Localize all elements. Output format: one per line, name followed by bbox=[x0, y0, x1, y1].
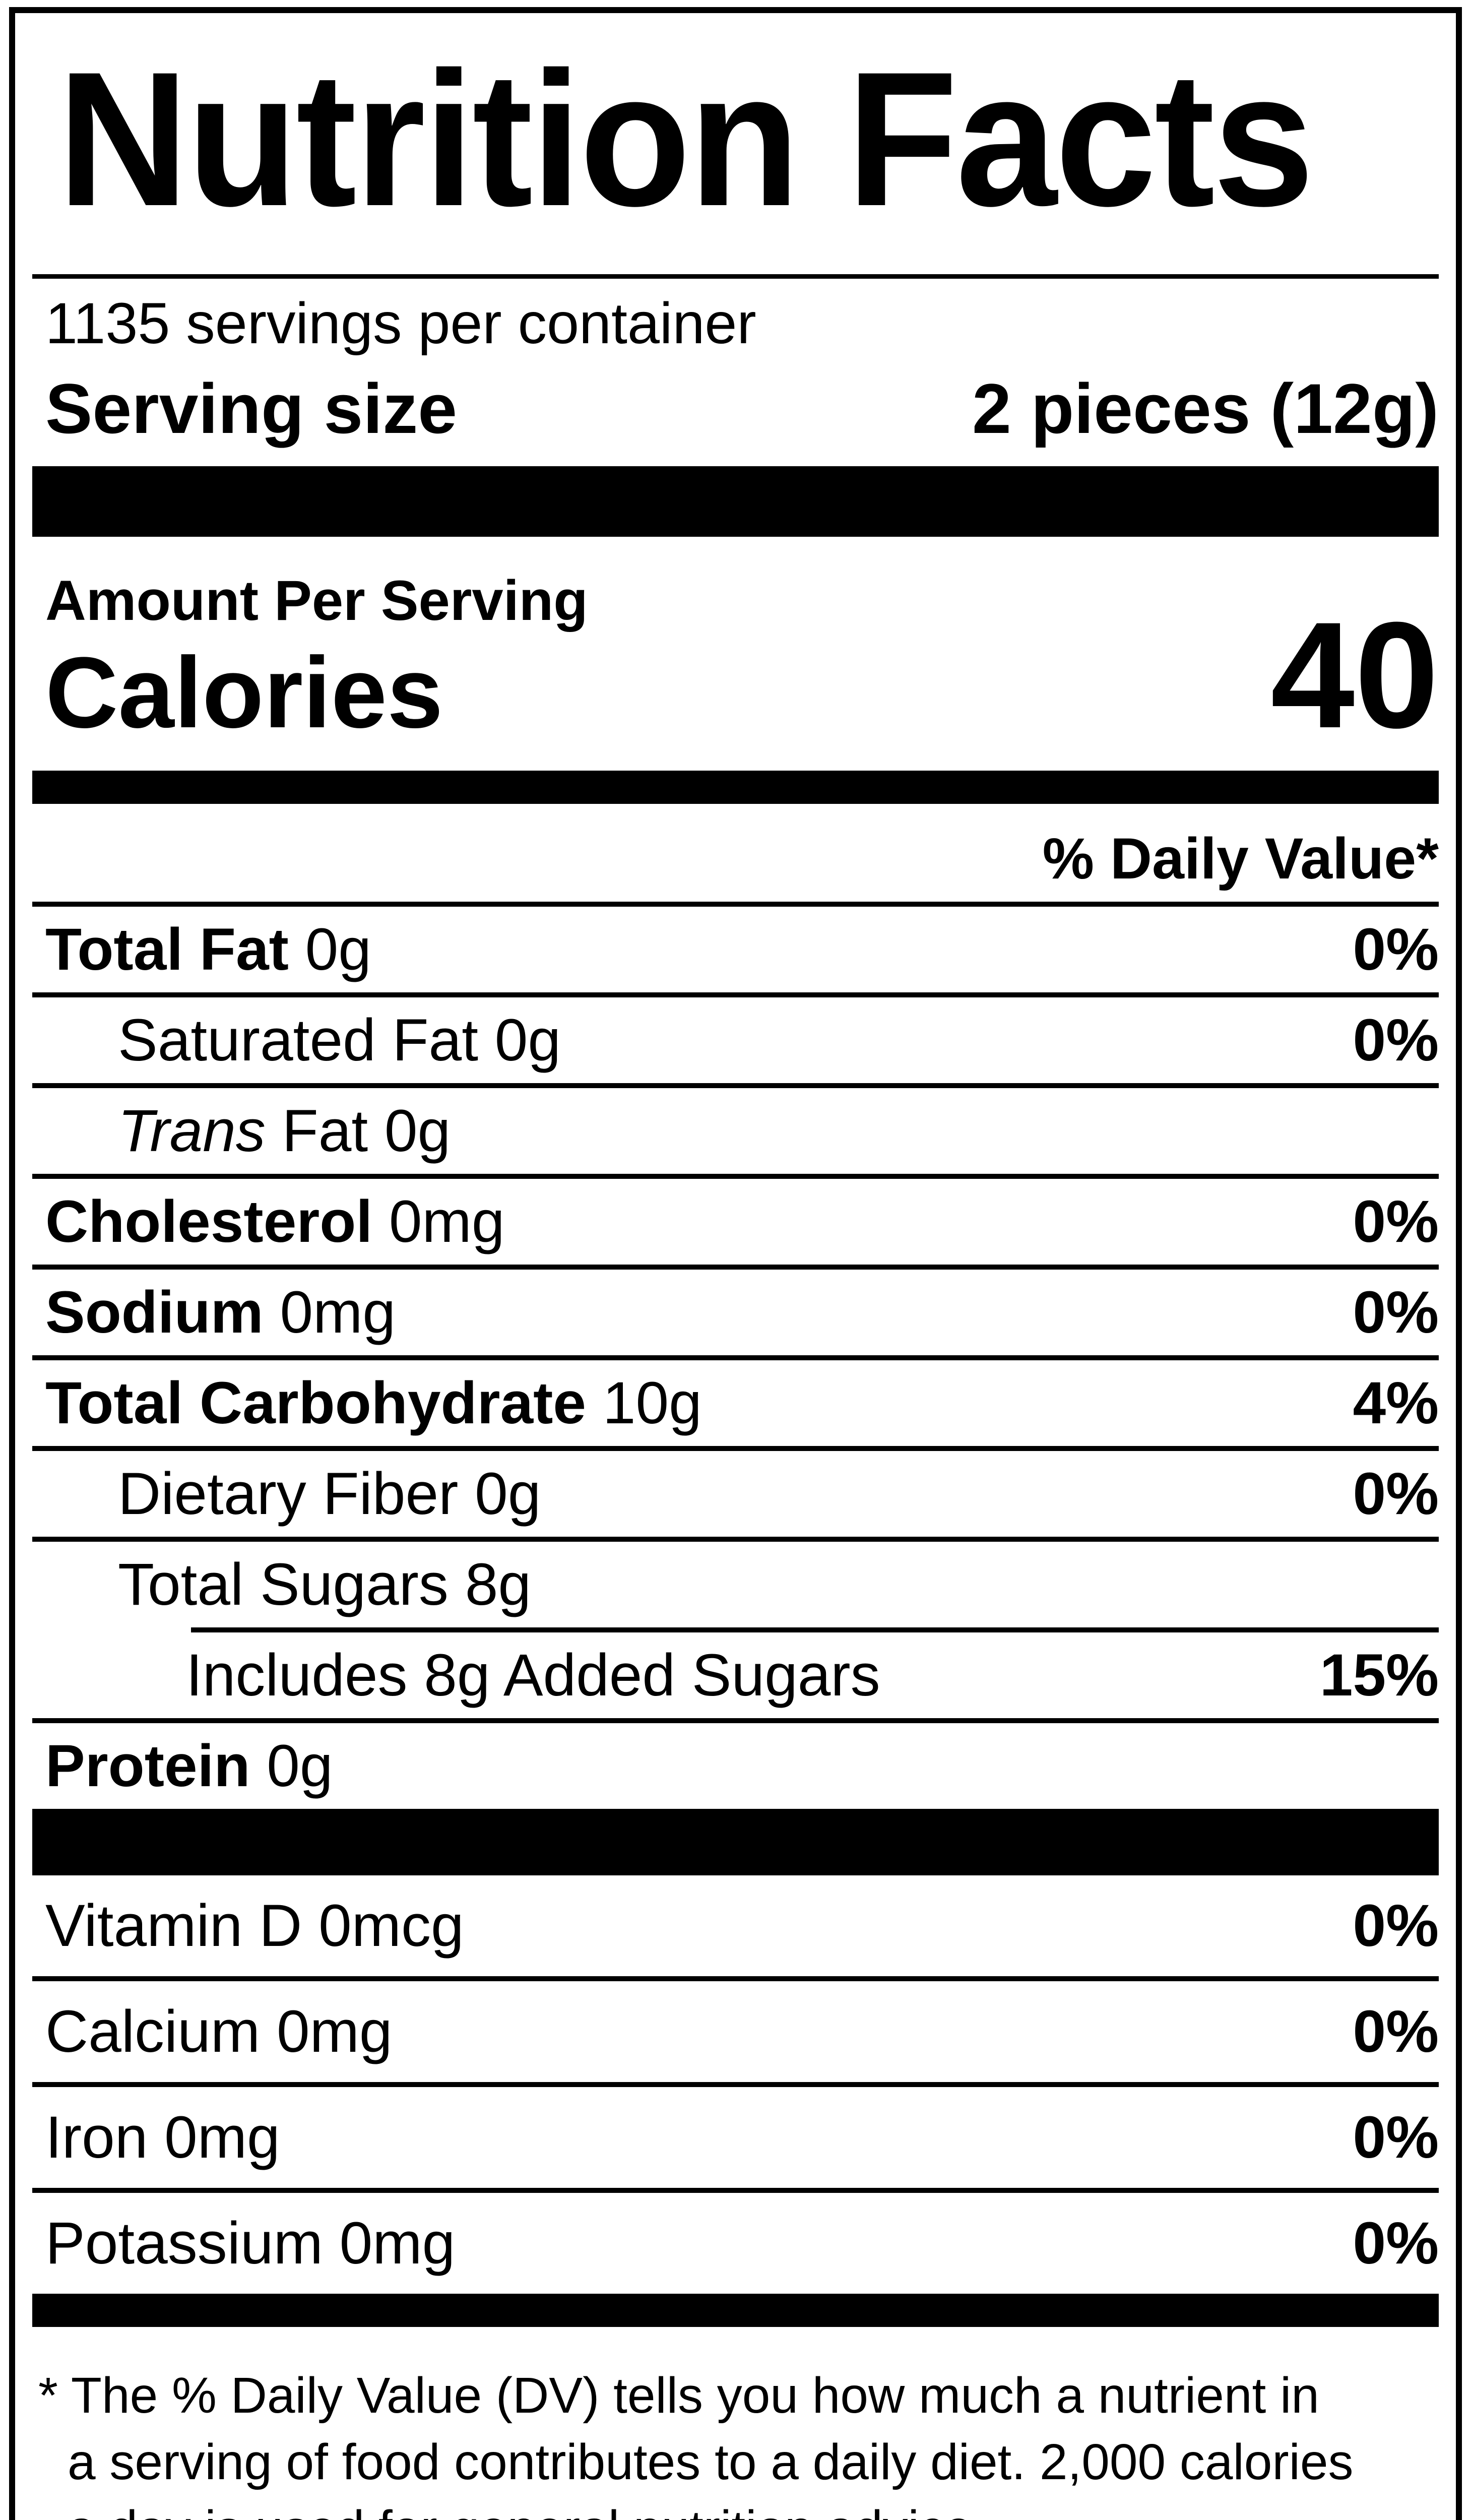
title-divider bbox=[32, 274, 1439, 279]
nutrient-dv: 0% bbox=[1353, 1460, 1439, 1527]
nutrient-dv: 0% bbox=[1353, 1006, 1439, 1074]
nutrient-row-cholesterol: Cholesterol 0mg 0% bbox=[32, 1174, 1439, 1265]
thick-bar-top bbox=[32, 466, 1439, 537]
servings-per-container: 1135 servings per container bbox=[45, 291, 756, 356]
nutrient-name: Trans Fat 0g bbox=[118, 1097, 451, 1164]
serving-size-label: Serving size bbox=[45, 369, 458, 448]
nutrient-rows: Total Fat 0g 0% Saturated Fat 0g 0% Tran… bbox=[32, 902, 1439, 1809]
nutrient-name: Total Fat 0g bbox=[45, 916, 371, 983]
daily-value-footnote: * The % Daily Value (DV) tells you how m… bbox=[32, 2362, 1439, 2520]
footnote-line: a day is used for general nutrition advi… bbox=[68, 2495, 1439, 2520]
vitamin-dv: 0% bbox=[1353, 2210, 1439, 2277]
nutrient-dv: 0% bbox=[1353, 1188, 1439, 1255]
nutrient-name: Includes 8g Added Sugars bbox=[186, 1642, 880, 1709]
footnote-line: * The % Daily Value (DV) tells you how m… bbox=[38, 2367, 1319, 2424]
vitamin-row-iron: Iron 0mg 0% bbox=[32, 2082, 1439, 2188]
vitamin-dv: 0% bbox=[1353, 1892, 1439, 1959]
nutrient-row-dietary-fiber: Dietary Fiber 0g 0% bbox=[32, 1446, 1439, 1537]
vitamin-name: Calcium 0mg bbox=[45, 1998, 393, 2065]
vitamin-name: Vitamin D 0mcg bbox=[45, 1892, 464, 1959]
nutrient-row-protein: Protein 0g bbox=[32, 1718, 1439, 1809]
vitamin-row-potassium: Potassium 0mg 0% bbox=[32, 2188, 1439, 2294]
nutrient-name: Sodium 0mg bbox=[45, 1279, 396, 1346]
nutrient-name: Total Sugars 8g bbox=[118, 1551, 531, 1618]
serving-size-row: Serving size 2 pieces (12g) bbox=[32, 366, 1439, 451]
serving-size-value: 2 pieces (12g) bbox=[972, 369, 1439, 448]
medium-bar-before-footnote bbox=[32, 2294, 1439, 2327]
footnote-line: a serving of food contributes to a daily… bbox=[68, 2434, 1354, 2491]
vitamin-dv: 0% bbox=[1353, 1998, 1439, 2065]
vitamin-name: Iron 0mg bbox=[45, 2104, 280, 2171]
nutrient-name: Total Carbohydrate 10g bbox=[45, 1369, 702, 1436]
calories-label: Calories bbox=[45, 637, 443, 749]
calories-row: Calories 40 bbox=[32, 599, 1439, 750]
vitamin-name: Potassium 0mg bbox=[45, 2210, 456, 2277]
nutrient-dv: 0% bbox=[1353, 1279, 1439, 1346]
indented-divider bbox=[191, 1627, 1439, 1633]
nutrient-dv: 0% bbox=[1353, 916, 1439, 983]
nutrient-row-sodium: Sodium 0mg 0% bbox=[32, 1265, 1439, 1355]
nutrient-name: Saturated Fat 0g bbox=[118, 1006, 561, 1074]
label-title: Nutrition Facts bbox=[57, 43, 1439, 235]
nutrition-facts-label: Nutrition Facts 1135 servings per contai… bbox=[9, 7, 1462, 2520]
amount-per-serving: Amount Per Serving bbox=[45, 569, 588, 632]
vitamin-rows: Vitamin D 0mcg 0% Calcium 0mg 0% Iron 0m… bbox=[32, 1875, 1439, 2294]
nutrient-name: Protein 0g bbox=[45, 1732, 333, 1799]
nutrient-row-total-carbohydrate: Total Carbohydrate 10g 4% bbox=[32, 1355, 1439, 1446]
nutrient-row-total-sugars: Total Sugars 8g bbox=[32, 1537, 1439, 1627]
nutrient-row-total-fat: Total Fat 0g 0% bbox=[32, 902, 1439, 992]
thick-bar-before-vitamins bbox=[32, 1809, 1439, 1876]
nutrient-name: Dietary Fiber 0g bbox=[118, 1460, 541, 1527]
vitamin-row-vitamin-d: Vitamin D 0mcg 0% bbox=[32, 1875, 1439, 1976]
calories-value: 40 bbox=[1270, 590, 1439, 760]
nutrient-dv: 4% bbox=[1353, 1369, 1439, 1436]
medium-bar-after-calories bbox=[32, 771, 1439, 804]
vitamin-row-calcium: Calcium 0mg 0% bbox=[32, 1976, 1439, 2082]
nutrient-name: Cholesterol 0mg bbox=[45, 1188, 505, 1255]
vitamin-dv: 0% bbox=[1353, 2104, 1439, 2171]
label-title-text: Nutrition Facts bbox=[57, 32, 1314, 246]
nutrient-row-added-sugars: Includes 8g Added Sugars 15% bbox=[32, 1632, 1439, 1718]
nutrient-row-saturated-fat: Saturated Fat 0g 0% bbox=[32, 992, 1439, 1083]
nutrient-row-trans-fat: Trans Fat 0g bbox=[32, 1083, 1439, 1174]
daily-value-header: % Daily Value* bbox=[1042, 827, 1439, 892]
nutrient-dv: 15% bbox=[1319, 1642, 1439, 1709]
